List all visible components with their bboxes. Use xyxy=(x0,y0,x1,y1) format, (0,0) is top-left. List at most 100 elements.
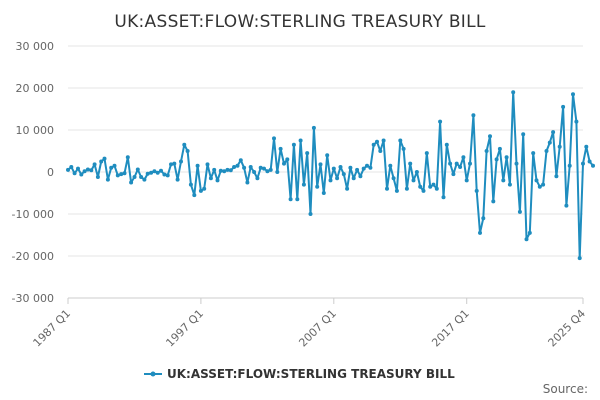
data-point[interactable] xyxy=(517,209,522,214)
data-point[interactable] xyxy=(285,157,290,162)
data-point[interactable] xyxy=(245,180,250,185)
data-point[interactable] xyxy=(175,177,180,182)
data-point[interactable] xyxy=(262,166,266,171)
data-point[interactable] xyxy=(567,163,572,168)
data-point[interactable] xyxy=(301,182,306,187)
data-point[interactable] xyxy=(162,172,167,177)
data-point[interactable] xyxy=(272,136,276,141)
data-point[interactable] xyxy=(198,188,203,193)
data-point[interactable] xyxy=(365,163,369,168)
data-point[interactable] xyxy=(308,212,313,216)
data-point[interactable] xyxy=(66,167,70,172)
data-point[interactable] xyxy=(385,186,389,191)
data-point[interactable] xyxy=(434,186,439,191)
data-point[interactable] xyxy=(278,146,283,151)
data-point[interactable] xyxy=(388,163,393,168)
data-point[interactable] xyxy=(92,162,97,167)
data-point[interactable] xyxy=(165,173,170,178)
data-point[interactable] xyxy=(501,178,506,183)
data-point[interactable] xyxy=(461,155,466,160)
data-point[interactable] xyxy=(581,161,585,166)
data-point[interactable] xyxy=(444,142,449,147)
data-point[interactable] xyxy=(424,151,429,156)
data-point[interactable] xyxy=(298,138,303,143)
data-point[interactable] xyxy=(484,149,489,153)
data-point[interactable] xyxy=(468,161,472,166)
data-point[interactable] xyxy=(557,144,562,149)
data-point[interactable] xyxy=(507,182,512,187)
data-point[interactable] xyxy=(172,161,177,166)
data-point[interactable] xyxy=(551,130,556,135)
data-point[interactable] xyxy=(481,216,486,221)
data-point[interactable] xyxy=(404,186,409,191)
data-point[interactable] xyxy=(451,172,456,177)
data-point[interactable] xyxy=(474,188,479,193)
data-point[interactable] xyxy=(182,142,187,147)
data-point[interactable] xyxy=(119,172,124,177)
data-point[interactable] xyxy=(112,163,117,168)
data-point[interactable] xyxy=(584,144,589,149)
data-point[interactable] xyxy=(305,151,310,156)
data-point[interactable] xyxy=(195,163,200,168)
data-point[interactable] xyxy=(368,165,373,170)
data-point[interactable] xyxy=(85,167,90,172)
data-point[interactable] xyxy=(401,146,406,151)
data-point[interactable] xyxy=(139,175,144,179)
data-point[interactable] xyxy=(125,155,130,160)
data-point[interactable] xyxy=(188,182,193,187)
data-point[interactable] xyxy=(152,169,157,174)
data-point[interactable] xyxy=(378,149,383,153)
data-point[interactable] xyxy=(464,178,469,183)
data-point[interactable] xyxy=(215,178,220,183)
data-point[interactable] xyxy=(408,161,413,166)
data-point[interactable] xyxy=(275,170,280,174)
data-point[interactable] xyxy=(541,182,546,187)
data-point[interactable] xyxy=(504,155,509,160)
data-point[interactable] xyxy=(295,197,300,202)
data-point[interactable] xyxy=(288,197,293,202)
data-point[interactable] xyxy=(225,167,230,172)
data-point[interactable] xyxy=(381,138,386,143)
data-point[interactable] xyxy=(129,180,134,185)
data-point[interactable] xyxy=(282,161,286,166)
data-point[interactable] xyxy=(537,184,542,189)
data-point[interactable] xyxy=(574,119,579,124)
data-point[interactable] xyxy=(345,186,350,191)
data-point[interactable] xyxy=(248,165,253,169)
data-point[interactable] xyxy=(491,199,496,204)
data-point[interactable] xyxy=(185,149,190,153)
data-point[interactable] xyxy=(341,172,346,177)
data-point[interactable] xyxy=(205,162,210,167)
data-point[interactable] xyxy=(109,165,114,170)
data-point[interactable] xyxy=(315,184,320,189)
data-point[interactable] xyxy=(431,182,436,187)
data-point[interactable] xyxy=(318,162,323,167)
data-point[interactable] xyxy=(145,171,150,176)
data-point[interactable] xyxy=(82,169,87,174)
data-point[interactable] xyxy=(255,176,260,181)
data-point[interactable] xyxy=(361,166,366,171)
legend[interactable]: UK:ASSET:FLOW:STERLING TREASURY BILL xyxy=(144,367,455,381)
data-point[interactable] xyxy=(235,163,240,168)
data-point[interactable] xyxy=(115,173,120,178)
data-point[interactable] xyxy=(135,167,140,172)
data-point[interactable] xyxy=(511,90,516,95)
data-point[interactable] xyxy=(228,168,233,173)
data-point[interactable] xyxy=(169,162,173,167)
data-point[interactable] xyxy=(587,159,592,164)
data-point[interactable] xyxy=(238,158,243,163)
data-point[interactable] xyxy=(132,175,137,179)
data-point[interactable] xyxy=(544,149,549,153)
data-point[interactable] xyxy=(122,171,127,176)
data-point[interactable] xyxy=(571,92,575,97)
data-point[interactable] xyxy=(218,168,223,173)
data-point[interactable] xyxy=(414,170,419,174)
data-point[interactable] xyxy=(564,203,569,208)
data-point[interactable] xyxy=(448,161,453,166)
data-point[interactable] xyxy=(79,172,84,177)
data-point[interactable] xyxy=(69,165,74,169)
data-point[interactable] xyxy=(338,165,343,169)
data-point[interactable] xyxy=(398,138,403,143)
data-point[interactable] xyxy=(375,139,379,144)
data-point[interactable] xyxy=(428,184,433,189)
